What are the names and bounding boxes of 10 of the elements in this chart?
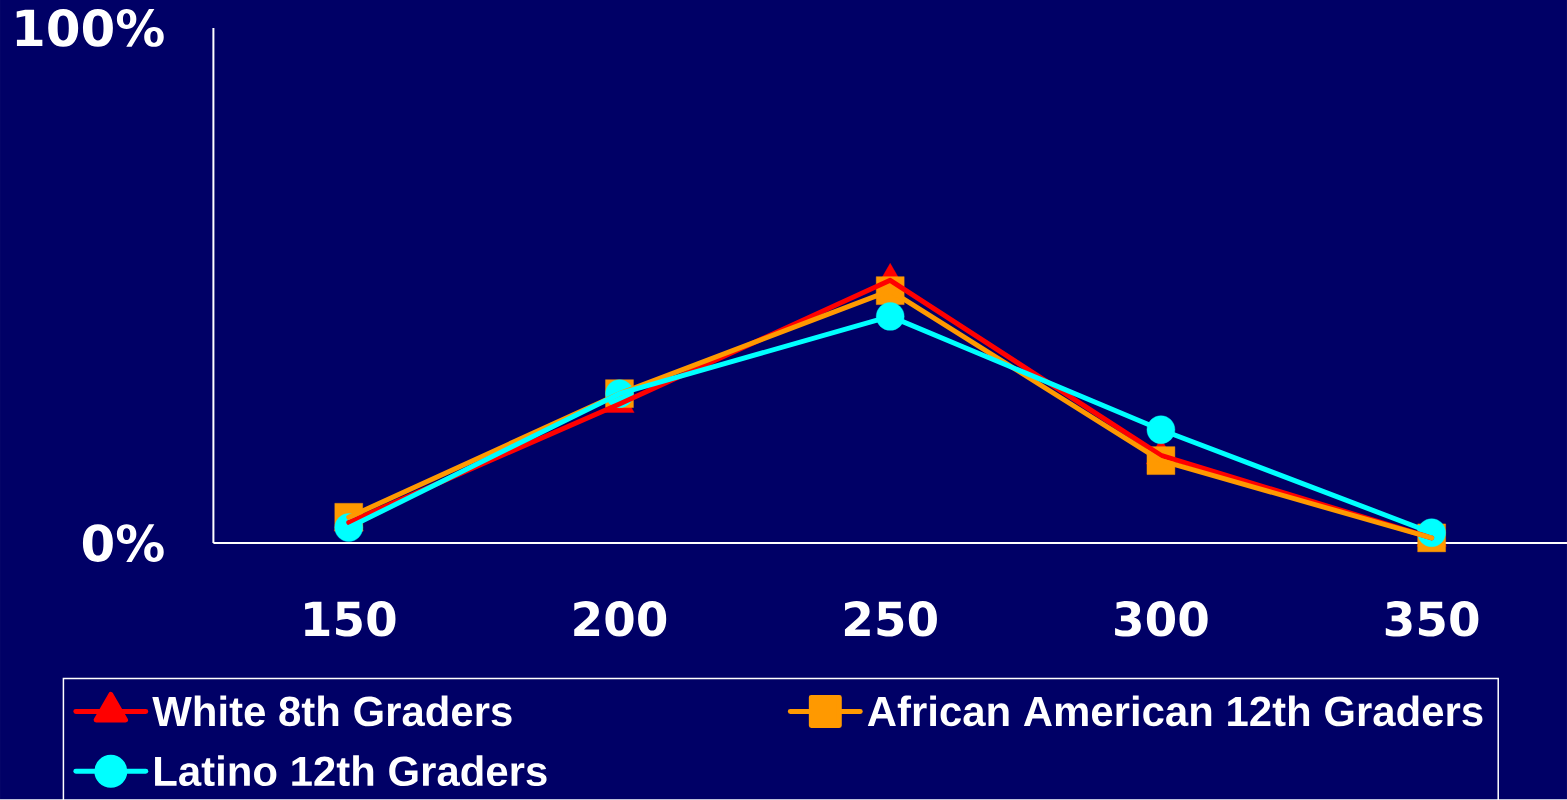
legend-label: White 8th Graders bbox=[152, 695, 512, 727]
x-tick-label: 350 bbox=[1385, 601, 1479, 637]
x-tick-label: 250 bbox=[844, 601, 937, 637]
legend-label: African American 12th Graders bbox=[867, 695, 1483, 727]
legend-label: Latino 12th Graders bbox=[155, 755, 547, 787]
x-tick-label: 200 bbox=[574, 601, 667, 637]
y-tick-label: 0% bbox=[82, 524, 164, 563]
y-tick-label: 100% bbox=[16, 9, 164, 48]
x-tick-label: 150 bbox=[305, 601, 396, 637]
x-tick-label: 300 bbox=[1115, 601, 1208, 637]
